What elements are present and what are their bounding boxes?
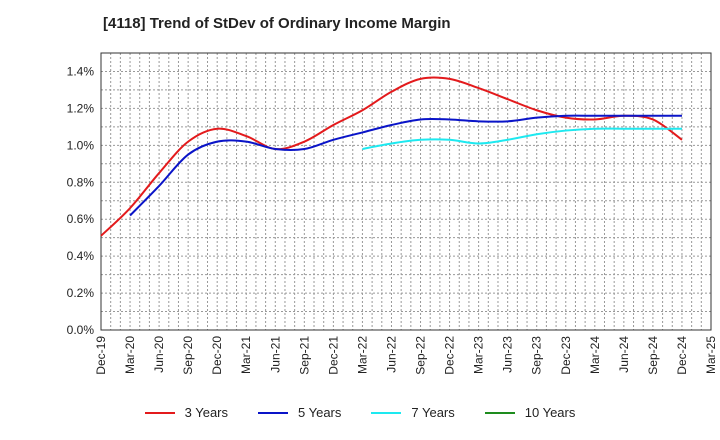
x-tick-label: Mar-22 [355,336,369,374]
legend-label: 7 Years [411,405,455,420]
x-tick-label: Sep-21 [297,336,311,375]
series-line-5-years [129,114,682,217]
x-tick-label: Mar-23 [472,336,486,374]
legend-item: 7 Years [371,405,455,420]
x-tick-label: Jun-20 [152,336,166,373]
legend-item: 5 Years [258,405,341,420]
x-tick-label: Dec-21 [326,336,340,375]
x-tick-label: Dec-24 [675,336,689,375]
legend-label: 3 Years [184,405,228,420]
x-tick-label: Mar-20 [123,336,137,374]
series-line-3-years [100,76,683,237]
x-tick-label: Sep-23 [530,336,544,375]
y-tick-label: 1.4% [67,64,95,78]
plot-area [100,52,712,331]
legend-swatch [144,411,175,414]
legend-swatch [484,411,515,414]
chart-title: [4118] Trend of StDev of Ordinary Income… [103,15,451,32]
x-tick-label: Dec-19 [94,336,108,375]
legend-swatch [371,411,402,414]
y-tick-label: 1.0% [67,138,95,152]
axes: 0.0% 0.2% 0.4% 0.6% 0.8% 1.0% 1.2% 1.4% Dec-19 Ma… [67,52,718,375]
legend: 3 Years 5 Years 7 Years 10 Years [0,405,720,420]
x-tick-label: Sep-24 [646,336,660,375]
x-tick-label: Jun-22 [384,336,398,373]
x-tick-label: Dec-20 [210,336,224,375]
y-tick-label: 0.0% [67,323,95,337]
legend-item: 3 Years [144,405,228,420]
x-tick-label: Jun-21 [268,336,282,373]
x-tick-label: Mar-25 [704,336,718,374]
series [100,76,683,237]
y-tick-label: 1.2% [67,101,95,115]
y-tick-label: 0.2% [67,286,95,300]
x-tick-label: Dec-23 [559,336,573,375]
x-tick-label: Sep-22 [414,336,428,375]
x-tick-label: Jun-23 [501,336,515,373]
legend-item: 10 Years [484,405,576,420]
x-tick-label: Sep-20 [181,336,195,375]
y-tick-label: 0.6% [67,212,95,226]
y-tick-label: 0.8% [67,175,95,189]
legend-swatch [258,411,288,414]
legend-label: 10 Years [524,405,576,420]
x-tick-label: Mar-24 [588,336,602,374]
x-tick-label: Jun-24 [617,336,631,373]
x-tick-label: Dec-22 [443,336,457,375]
x-tick-label: Mar-21 [239,336,253,374]
grid [101,53,711,330]
legend-label: 5 Years [298,405,342,420]
y-tick-label: 0.4% [67,249,95,263]
series-line-7-years [362,127,682,151]
